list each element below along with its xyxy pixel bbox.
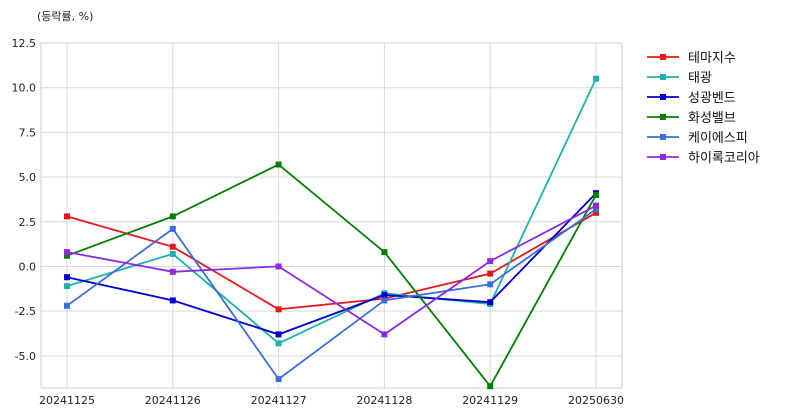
data-point [275,340,282,347]
data-point [487,270,494,277]
series-line [66,192,597,336]
y-tick-label: 0.0 [19,260,37,273]
legend-marker [660,94,666,100]
data-point [381,292,388,299]
legend-label: 태광 [688,71,712,86]
data-point [169,250,176,257]
y-axis-ticks: 12.5 10.0 7.5 5.0 2.5 0.0 -2.5 -5.0 [12,37,37,363]
legend-marker [660,114,666,120]
y-tick-label: 10.0 [12,82,37,95]
data-point [169,297,176,304]
x-tick-label: 20241129 [462,394,518,407]
data-point [487,383,494,390]
x-axis-ticks: 20241125 20241126 20241127 20241128 20241129… [39,394,624,407]
data-point [64,274,70,281]
unit-label: (등락률, %) [37,10,93,23]
legend-label: 테마지수 [688,51,736,66]
plot-area-border [40,42,623,389]
data-point [487,258,494,265]
legend-marker [660,74,666,80]
data-point [593,202,599,209]
data-point [64,213,70,220]
x-tick-label: 20241125 [39,394,95,407]
legend-marker [660,54,666,60]
data-point [275,263,282,270]
data-point [169,268,176,275]
data-point [169,243,176,250]
data-point [169,213,176,220]
legend-label: 하이록코리아 [688,151,760,166]
series-line [66,208,597,381]
y-tick-label: 2.5 [19,216,37,229]
data-point [64,302,70,309]
data-point [275,376,282,383]
data-point [593,75,599,82]
data-point [381,331,388,338]
x-tick-label: 20241128 [356,394,412,407]
data-point [275,161,282,168]
y-tick-label: 12.5 [12,37,37,50]
data-point [487,299,494,306]
data-point [64,252,70,259]
data-point [381,297,388,304]
data-point [381,249,388,256]
grid [41,42,622,388]
x-tick-label: 20241126 [145,394,201,407]
x-tick-label: 20250630 [568,394,624,407]
y-tick-label: 7.5 [19,126,37,139]
data-point [169,225,176,232]
y-tick-label: 5.0 [19,171,37,184]
series-group [64,75,599,390]
series-line [66,204,597,336]
x-tick-label: 20241127 [251,394,307,407]
data-point [64,249,70,256]
legend-marker [660,134,666,140]
legend-label: 케이에스피 [688,131,748,146]
data-point [487,281,494,288]
data-point [593,206,599,213]
y-tick-label: -5.0 [15,350,36,363]
data-point [275,331,282,338]
data-point [275,306,282,313]
y-tick-label: -2.5 [15,305,36,318]
data-point [593,191,599,198]
legend-label: 성광벤드 [688,91,736,106]
data-point [593,209,599,216]
series-line [66,78,597,345]
legend-marker [660,154,666,160]
series-line [66,163,597,388]
data-point [64,283,70,290]
legend-label: 화성밸브 [688,111,736,126]
